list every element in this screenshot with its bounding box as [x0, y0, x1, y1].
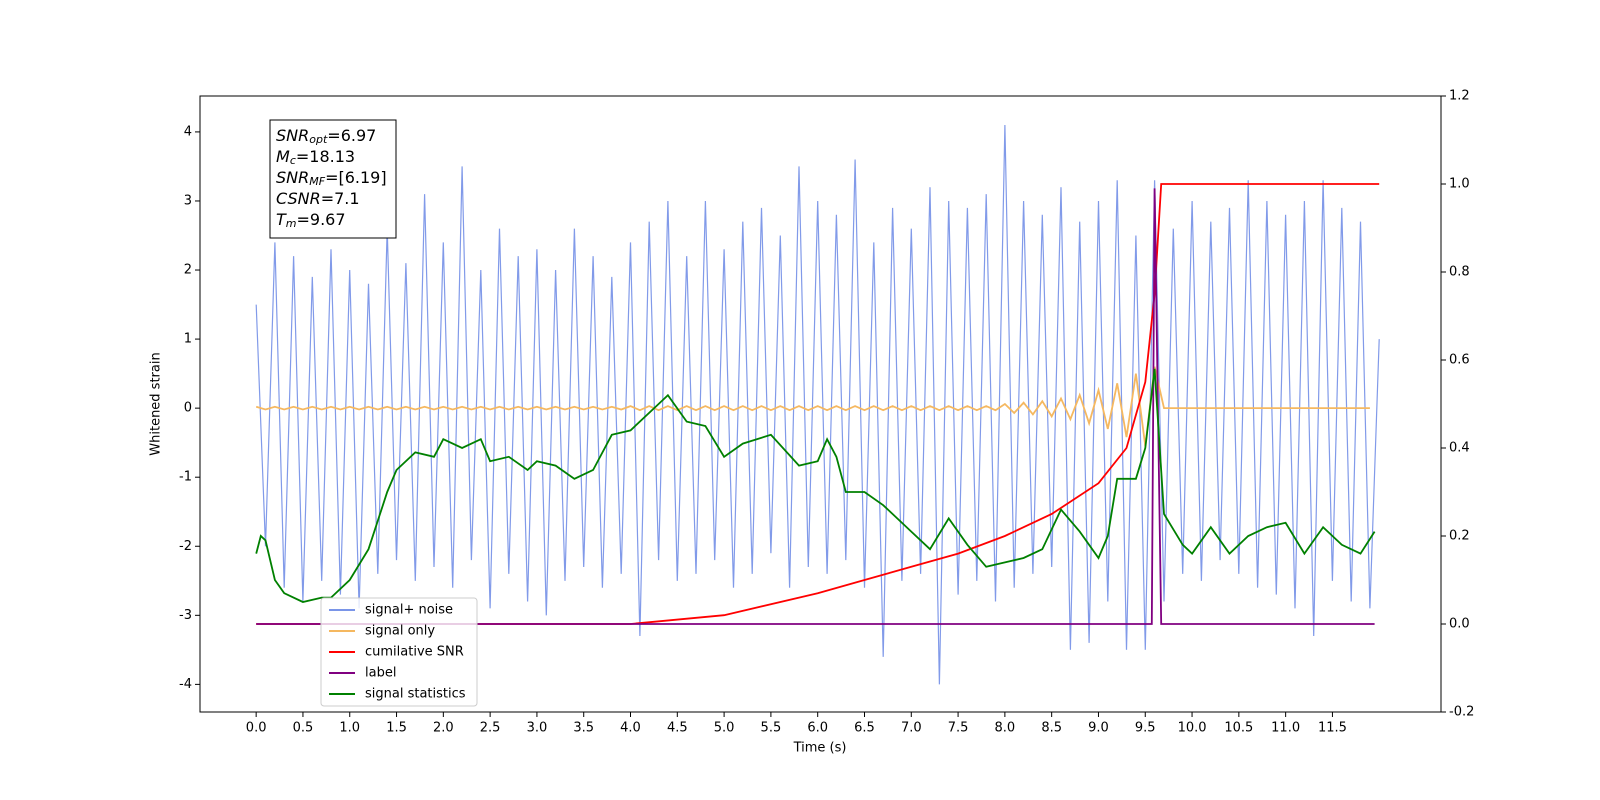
stats-value: =[6.19] — [325, 168, 387, 187]
x-tick-label: 6.5 — [854, 721, 875, 736]
series-line — [256, 183, 1380, 625]
x-tick-label: 9.0 — [1088, 721, 1109, 736]
x-tick-label: 3.5 — [573, 721, 594, 736]
y-tick-label: 0 — [184, 401, 192, 416]
x-tick-label: 1.0 — [339, 721, 360, 736]
stats-line: Tm=9.67 — [276, 210, 346, 231]
legend-label: signal only — [365, 624, 435, 639]
series-line — [255, 124, 1380, 685]
x-tick-label: 7.5 — [948, 721, 969, 736]
stats-sub: MF — [309, 175, 325, 188]
y-tick-label: -4 — [179, 677, 192, 692]
x-tick-label: 2.0 — [433, 721, 454, 736]
legend-label: signal statistics — [365, 687, 466, 702]
stats-sub: c — [290, 154, 296, 167]
y-tick-label: 2 — [184, 263, 192, 278]
x-tick-label: 10.0 — [1178, 721, 1207, 736]
x-tick-label: 0.0 — [246, 721, 267, 736]
y2-tick-label: 1.0 — [1449, 177, 1470, 192]
y-tick-label: 1 — [184, 332, 192, 347]
y-axis-label: Whitened strain — [149, 352, 164, 455]
stats-value: =18.13 — [296, 147, 355, 166]
x-tick-label: 4.0 — [620, 721, 641, 736]
legend-box — [320, 597, 478, 707]
y-tick-label: -2 — [179, 539, 192, 554]
stats-name: T — [276, 210, 287, 229]
stats-sub: opt — [309, 133, 328, 146]
x-tick-label: 11.5 — [1318, 721, 1347, 736]
series-line — [255, 366, 1370, 447]
x-tick-label: 9.5 — [1135, 721, 1156, 736]
stats-value: =9.67 — [297, 210, 346, 229]
y2-tick-label: 0.2 — [1449, 529, 1470, 544]
x-tick-label: 5.5 — [761, 721, 782, 736]
stats-box — [269, 119, 397, 239]
y2-tick-label: 0.6 — [1449, 353, 1470, 368]
stats-name: CSNR — [276, 189, 321, 208]
stats-value: =6.97 — [327, 126, 376, 145]
x-tick-label: 7.0 — [901, 721, 922, 736]
x-axis-label: Time (s) — [793, 741, 847, 756]
y-tick-label: 4 — [184, 124, 192, 139]
x-tick-label: 5.0 — [714, 721, 735, 736]
x-tick-label: 8.0 — [995, 721, 1016, 736]
x-tick-label: 8.5 — [1041, 721, 1062, 736]
legend-label: signal+ noise — [365, 603, 453, 618]
y2-tick-label: -0.2 — [1449, 705, 1474, 720]
y2-tick-label: 1.2 — [1449, 89, 1470, 104]
y2-tick-label: 0.8 — [1449, 265, 1470, 280]
stats-value: =7.1 — [321, 189, 360, 208]
x-tick-label: 11.0 — [1271, 721, 1300, 736]
legend-label: cumilative SNR — [365, 645, 464, 660]
x-tick-label: 2.5 — [480, 721, 501, 736]
stats-line: Mc=18.13 — [276, 147, 355, 168]
x-tick-label: 4.5 — [667, 721, 688, 736]
stats-name: SNR — [276, 168, 309, 187]
legend-label: label — [365, 666, 396, 681]
y-tick-label: -1 — [179, 470, 192, 485]
y-tick-label: 3 — [184, 193, 192, 208]
y-tick-label: -3 — [179, 608, 192, 623]
series-line — [256, 188, 1375, 625]
x-tick-label: 0.5 — [293, 721, 314, 736]
stats-name: SNR — [276, 126, 309, 145]
y2-tick-label: 0.0 — [1449, 617, 1470, 632]
stats-name: M — [276, 147, 290, 166]
stats-line: SNRopt=6.97 — [276, 126, 376, 147]
stats-line: CSNR=7.1 — [276, 189, 360, 208]
series-line — [255, 368, 1376, 603]
plot-frame — [199, 95, 1442, 713]
y2-tick-label: 0.4 — [1449, 441, 1470, 456]
x-tick-label: 3.0 — [527, 721, 548, 736]
stats-line: SNRMF=[6.19] — [276, 168, 387, 189]
x-tick-label: 6.0 — [807, 721, 828, 736]
stats-sub: m — [286, 217, 297, 230]
x-tick-label: 1.5 — [386, 721, 407, 736]
x-tick-label: 10.5 — [1224, 721, 1253, 736]
